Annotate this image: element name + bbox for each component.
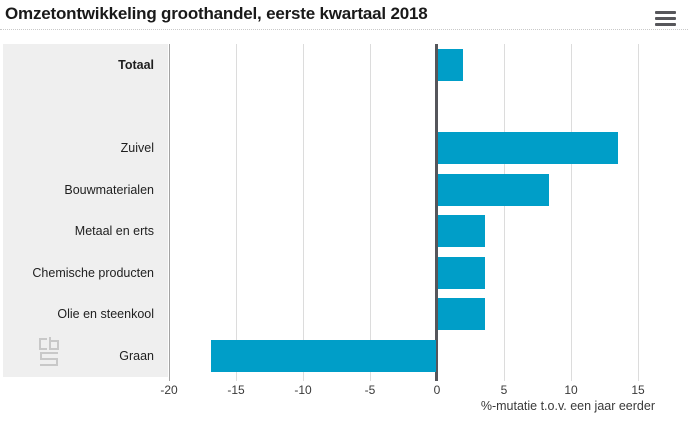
gridline bbox=[638, 44, 639, 381]
bar-chemische-producten[interactable] bbox=[438, 257, 485, 289]
x-tick-label: 5 bbox=[500, 383, 508, 397]
x-tick-label: 0 bbox=[433, 383, 441, 397]
gridline bbox=[370, 44, 371, 381]
category-label: Chemische producten bbox=[32, 266, 154, 280]
bar-totaal[interactable] bbox=[438, 49, 463, 81]
hamburger-menu-button[interactable] bbox=[655, 11, 677, 28]
x-tick-label: 15 bbox=[631, 383, 645, 397]
x-tick-label: -10 bbox=[294, 383, 312, 397]
bar-metaal-en-erts[interactable] bbox=[438, 215, 485, 247]
gridline bbox=[571, 44, 572, 381]
gridline bbox=[236, 44, 237, 381]
chart-title: Omzetontwikkeling groothandel, eerste kw… bbox=[5, 4, 428, 23]
category-label: Zuivel bbox=[120, 141, 154, 155]
category-label: Metaal en erts bbox=[74, 224, 154, 238]
category-panel bbox=[3, 44, 168, 377]
zero-axis-line bbox=[435, 44, 438, 381]
bar-graan[interactable] bbox=[211, 340, 436, 372]
bar-bouwmaterialen[interactable] bbox=[438, 174, 549, 206]
gridline bbox=[303, 44, 304, 381]
cbs-logo-glyph bbox=[39, 337, 59, 366]
cbs-logo bbox=[37, 336, 61, 373]
hamburger-icon bbox=[655, 17, 676, 20]
header-divider bbox=[0, 29, 688, 30]
category-label: Bouwmaterialen bbox=[64, 183, 154, 197]
gridline bbox=[169, 44, 170, 381]
gridline bbox=[504, 44, 505, 381]
x-tick-label: -20 bbox=[160, 383, 178, 397]
x-tick-label: -15 bbox=[227, 383, 245, 397]
bar-olie-en-steenkool[interactable] bbox=[438, 298, 485, 330]
category-label: Olie en steenkool bbox=[57, 307, 154, 321]
bar-zuivel[interactable] bbox=[438, 132, 618, 164]
hamburger-icon bbox=[655, 23, 676, 26]
x-axis-title: %-mutatie t.o.v. een jaar eerder bbox=[480, 399, 655, 413]
category-label: Graan bbox=[119, 349, 154, 363]
x-tick-label: 10 bbox=[564, 383, 578, 397]
x-tick-label: -5 bbox=[364, 383, 376, 397]
category-label: Totaal bbox=[118, 58, 154, 72]
hamburger-icon bbox=[655, 11, 676, 14]
